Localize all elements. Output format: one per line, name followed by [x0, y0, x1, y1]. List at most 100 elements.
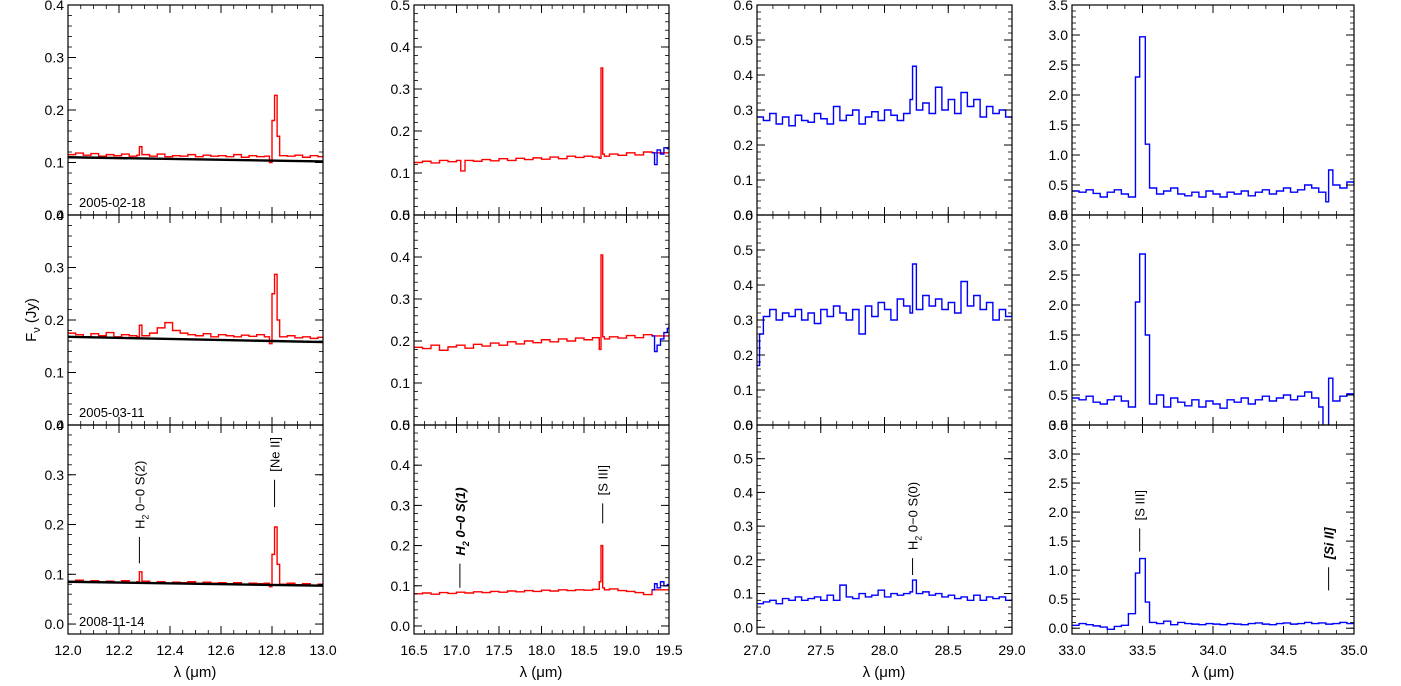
series-line-lh-1 [652, 326, 669, 353]
y-tick-label: 2.0 [1049, 297, 1069, 313]
line-id-label: H2 0−0 S(0) [906, 482, 924, 550]
line-id-label: H2 0−0 S(1) [453, 487, 471, 555]
y-tick-label: 0.3 [391, 291, 411, 307]
series-line-model-1 [68, 580, 323, 587]
y-tick-label: 0.0 [45, 207, 65, 223]
y-tick-label: 0.5 [734, 32, 754, 48]
epoch-date-label: 2005-03-11 [79, 405, 145, 420]
y-tick-label: 0.0 [1049, 417, 1069, 433]
panel-col4-2008-11-14: 0.0 0.5 1.0 1.5 2.0 2.5 3.0 3.5 33.0 33.5 34.0 34.5… [1049, 417, 1368, 658]
y-tick-label: 0.5 [734, 451, 754, 467]
y-tick-label: 1.0 [1049, 562, 1069, 578]
panel-col1-2005-02-18: 0.0 0.1 0.2 0.3 0.4 2005-02-18 [45, 0, 324, 223]
y-tick-label: 3.0 [1049, 237, 1069, 253]
y-tick-label: 0.1 [734, 382, 754, 398]
y-tick-label: 0.4 [391, 39, 411, 55]
y-tick-label: 0.3 [734, 312, 754, 328]
y-tick-label: 0.2 [391, 333, 411, 349]
y-tick-label: 0.3 [734, 102, 754, 118]
y-tick-label: 0.1 [391, 165, 411, 181]
panel-col2-2008-11-14: 0.0 0.1 0.2 0.3 0.4 0.5 16.5 17.0 17.5 18.0 18.5 19… [391, 417, 683, 658]
panel-frame [1071, 424, 1355, 635]
panel-data [1072, 557, 1354, 631]
y-axis-label-unit: (Jy) [23, 298, 40, 327]
panel-col2-2005-03-11: 0.0 0.1 0.2 0.3 0.4 0.5 [391, 207, 670, 433]
x-tick-label: 35.0 [1340, 642, 1367, 658]
panel-data [414, 67, 669, 172]
series-line-sl-0 [68, 94, 323, 164]
panel-grid: 0.0 0.1 0.2 0.3 0.4 2005-02-18 0.0 0.1 0.2 0.3 0.4… [45, 0, 1368, 658]
y-tick-label: 0.0 [1049, 207, 1069, 223]
y-tick-label: 0.4 [734, 67, 754, 83]
y-tick-label: 0.6 [734, 0, 754, 13]
y-tick-label: 0.5 [391, 417, 411, 433]
y-tick-label: 0.3 [391, 81, 411, 97]
y-tick-label: 0.2 [734, 552, 754, 568]
line-id-label-rest: 0−0 S(1) [453, 487, 468, 541]
series-line-sl-0 [68, 526, 323, 588]
line-id-label-main: H [906, 541, 921, 550]
panel-frame [67, 214, 324, 426]
y-tick-label: 0.2 [45, 102, 65, 118]
y-tick-label: 0.2 [391, 538, 411, 554]
line-id-label-rest: 0−0 S(0) [906, 482, 921, 536]
y-tick-label: 0.0 [391, 417, 411, 433]
panel-data [1072, 36, 1354, 203]
panel-data [414, 254, 669, 353]
series-line-lh-0 [757, 65, 1012, 127]
line-id-label: [Si II] [1322, 527, 1337, 560]
series-line-lh-1 [652, 581, 669, 591]
y-tick-label: 1.5 [1049, 117, 1069, 133]
line-id-label-main: H [132, 520, 147, 529]
panel-data [68, 526, 323, 588]
y-tick-label: 0.0 [45, 417, 65, 433]
line-id-label-rest: 0−0 S(2) [132, 461, 147, 515]
panel-col4-2005-03-11: 0.0 0.5 1.0 1.5 2.0 2.5 3.0 3.5 [1049, 207, 1355, 433]
y-tick-label: 0.4 [45, 207, 65, 223]
line-id-label: [S III] [596, 465, 611, 495]
y-tick-label: 0.0 [45, 616, 65, 632]
y-tick-label: 2.0 [1049, 87, 1069, 103]
y-tick-label: 3.5 [1049, 417, 1069, 433]
y-tick-label: 0.3 [45, 50, 65, 66]
y-tick-label: 0.1 [391, 375, 411, 391]
y-tick-label: 0.0 [734, 207, 754, 223]
y-tick-label: 1.5 [1049, 327, 1069, 343]
y-tick-label: 0.3 [45, 467, 65, 483]
line-id-label-sub: 2 [914, 536, 924, 541]
series-line-sl-0 [68, 273, 323, 345]
x-tick-label: 12.6 [207, 642, 234, 658]
series-line-model-1 [68, 156, 323, 163]
y-tick-label: 0.4 [391, 249, 411, 265]
series-line-lh-0 [1072, 557, 1354, 631]
line-id-label: [S III] [1133, 490, 1148, 520]
x-tick-label: 12.8 [258, 642, 285, 658]
y-tick-label: 0.2 [45, 312, 65, 328]
y-tick-label: 0.2 [734, 137, 754, 153]
x-axis-label-col1: λ (μm) [174, 664, 217, 681]
series-line-lh-0 [757, 263, 1012, 367]
line-id-label-main: [Ne II] [268, 437, 283, 472]
panel-data [68, 94, 323, 164]
y-tick-label: 0.4 [734, 484, 754, 500]
series-line-model-1 [68, 335, 323, 344]
line-id-label-sub: 2 [140, 515, 150, 520]
y-tick-label: 0.1 [45, 365, 65, 381]
x-tick-label: 33.5 [1129, 642, 1156, 658]
line-id-label: H2 0−0 S(2) [132, 461, 150, 529]
y-tick-label: 3.5 [1049, 207, 1069, 223]
panel-col1-2005-03-11: 0.0 0.1 0.2 0.3 0.4 2005-03-11 [45, 207, 324, 433]
series-line-sl-0 [414, 67, 669, 172]
y-tick-label: 0.5 [734, 242, 754, 258]
y-tick-label: 0.0 [391, 618, 411, 634]
series-line-lh-0 [1072, 36, 1354, 203]
panel-frame [67, 424, 324, 635]
y-tick-label: 0.1 [734, 586, 754, 602]
series-line-sl-0 [414, 254, 669, 351]
line-id-label-main: [S III] [1133, 490, 1148, 520]
panel-col2-2005-02-18: 0.0 0.1 0.2 0.3 0.4 0.5 [391, 0, 670, 223]
panel-frame [67, 4, 324, 216]
epoch-date-label: 2005-02-18 [79, 195, 146, 210]
y-tick-label: 0.5 [391, 207, 411, 223]
